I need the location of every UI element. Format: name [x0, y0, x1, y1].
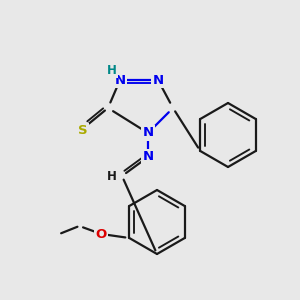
Text: N: N — [142, 151, 154, 164]
Text: N: N — [142, 127, 154, 140]
Text: H: H — [107, 64, 117, 76]
Text: N: N — [152, 74, 164, 86]
Text: S: S — [78, 124, 88, 137]
Text: O: O — [96, 227, 107, 241]
Text: N: N — [114, 74, 126, 86]
Text: H: H — [107, 169, 117, 182]
